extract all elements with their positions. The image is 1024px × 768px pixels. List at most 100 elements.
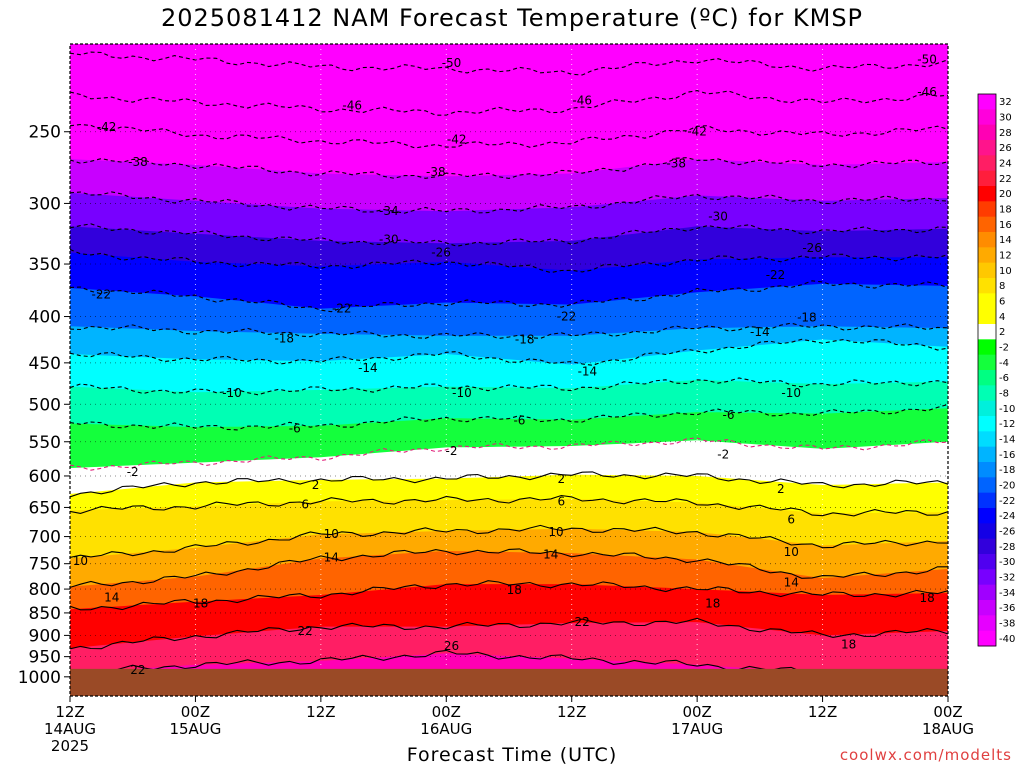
- contour-label: -10: [781, 386, 801, 400]
- contour-label: -34: [379, 204, 399, 218]
- y-tick-label: 750: [29, 555, 61, 575]
- contour-label: 18: [193, 597, 208, 611]
- colorbar-swatch: [978, 308, 996, 325]
- contour-line: [70, 617, 948, 650]
- contour-label: -18: [797, 311, 817, 325]
- contour-label: -42: [97, 120, 117, 134]
- colorbar-swatch: [978, 124, 996, 141]
- contour-line: [70, 280, 948, 313]
- colorbar-swatch: [978, 170, 996, 187]
- y-tick-label: 400: [29, 308, 61, 328]
- colorbar-swatch: [978, 94, 996, 110]
- colorbar-label: -32: [999, 573, 1015, 584]
- contour-label: -30: [379, 233, 399, 247]
- contour-label: 14: [543, 548, 558, 562]
- contour-label: 10: [73, 554, 88, 568]
- colorbar-swatch: [978, 615, 996, 632]
- contour-label: 10: [784, 545, 799, 559]
- contour-label: 22: [575, 615, 590, 629]
- colorbar-label: -10: [999, 404, 1015, 415]
- contour-label: -2: [717, 447, 729, 461]
- contour-label: -6: [289, 422, 301, 436]
- colorbar-swatch: [978, 523, 996, 540]
- colorbar-label: -2: [999, 343, 1009, 354]
- colorbar-swatch: [978, 324, 996, 340]
- contour-label: -18: [274, 332, 294, 346]
- contour-label: -50: [917, 52, 937, 66]
- source-credit: coolwx.com/modelts: [839, 746, 1012, 764]
- y-tick-label: 850: [29, 604, 61, 624]
- colorbar-swatch: [978, 201, 996, 218]
- y-tick-label: 950: [29, 648, 61, 668]
- colorbar-label: 8: [999, 281, 1005, 292]
- colorbar-label: 4: [999, 312, 1005, 323]
- colorbar-swatch: [978, 508, 996, 524]
- colorbar-label: -6: [999, 373, 1009, 384]
- colorbar-swatch: [978, 354, 996, 371]
- grid-lines: [70, 44, 948, 696]
- colorbar-label: -18: [999, 465, 1015, 476]
- colorbar-label: 30: [999, 113, 1012, 124]
- colorbar-swatch: [978, 339, 996, 356]
- y-tick-label: 450: [29, 354, 61, 374]
- contour-label: 18: [507, 583, 522, 597]
- colorbar-swatch: [978, 431, 996, 448]
- contour-label: 22: [130, 663, 145, 677]
- y-tick-label: 350: [29, 255, 61, 275]
- colorbar-swatch: [978, 446, 996, 463]
- x-tick-date-label: 18AUG: [922, 720, 974, 738]
- colorbar-label: -4: [999, 358, 1009, 369]
- colorbar-swatch: [978, 569, 996, 586]
- colorbar-swatch: [978, 140, 996, 156]
- y-tick-label: 500: [29, 395, 61, 415]
- chart-title: 2025081412 NAM Forecast Temperature (ºC)…: [160, 4, 864, 32]
- colorbar-swatch: [978, 216, 996, 233]
- colorbar-label: -12: [999, 419, 1015, 430]
- colorbar-label: -38: [999, 619, 1015, 630]
- contour-label: 22: [298, 624, 313, 638]
- contour-label: -2: [446, 444, 458, 458]
- contour-line: [70, 123, 948, 149]
- contour-line: [70, 322, 948, 340]
- contour-label: -46: [572, 94, 592, 108]
- colorbar-swatch: [978, 492, 996, 509]
- contour-label: 2: [777, 482, 785, 496]
- contour-line: [70, 90, 948, 116]
- x-tick-label: 12Z: [557, 703, 586, 721]
- colorbar-label: 12: [999, 251, 1012, 262]
- colorbar-label: 24: [999, 159, 1012, 170]
- contour-line: [70, 223, 948, 247]
- colorbar-label: -26: [999, 527, 1015, 538]
- contour-line: [70, 494, 948, 517]
- x-tick-date-label: 14AUG: [44, 720, 96, 738]
- contour-line: [70, 338, 948, 366]
- x-axis-title: Forecast Time (UTC): [406, 744, 618, 766]
- colorbar-label: -8: [999, 389, 1009, 400]
- y-tick-label: 650: [29, 498, 61, 518]
- contour-label: 6: [557, 494, 565, 508]
- contour-label: 14: [784, 576, 799, 590]
- colorbar-label: 10: [999, 266, 1012, 277]
- contour-label: -22: [557, 310, 577, 324]
- contour-line: [70, 437, 948, 471]
- colorbar-label: 2: [999, 327, 1005, 338]
- x-tick-label: 12Z: [808, 703, 837, 721]
- colorbar-frame: [977, 93, 997, 647]
- contour-label: -6: [723, 408, 735, 422]
- contour-label: 2: [312, 478, 320, 492]
- y-tick-label: 250: [29, 123, 61, 143]
- contour-label: -22: [92, 287, 112, 301]
- x-tick-label: 00Z: [432, 703, 461, 721]
- colorbar-label: -34: [999, 588, 1015, 599]
- colorbar-label: -36: [999, 603, 1015, 614]
- contour-label: -10: [222, 386, 242, 400]
- y-tick-label: 550: [29, 433, 61, 453]
- colorbar-swatch: [978, 155, 996, 172]
- contour-line: [70, 548, 948, 588]
- colorbar-swatch: [978, 278, 996, 294]
- contour-label: -46: [342, 99, 362, 113]
- contour-line: [70, 403, 948, 431]
- contour-label: 18: [705, 597, 720, 611]
- contour-line: [70, 191, 948, 214]
- colorbar-swatch: [978, 538, 996, 555]
